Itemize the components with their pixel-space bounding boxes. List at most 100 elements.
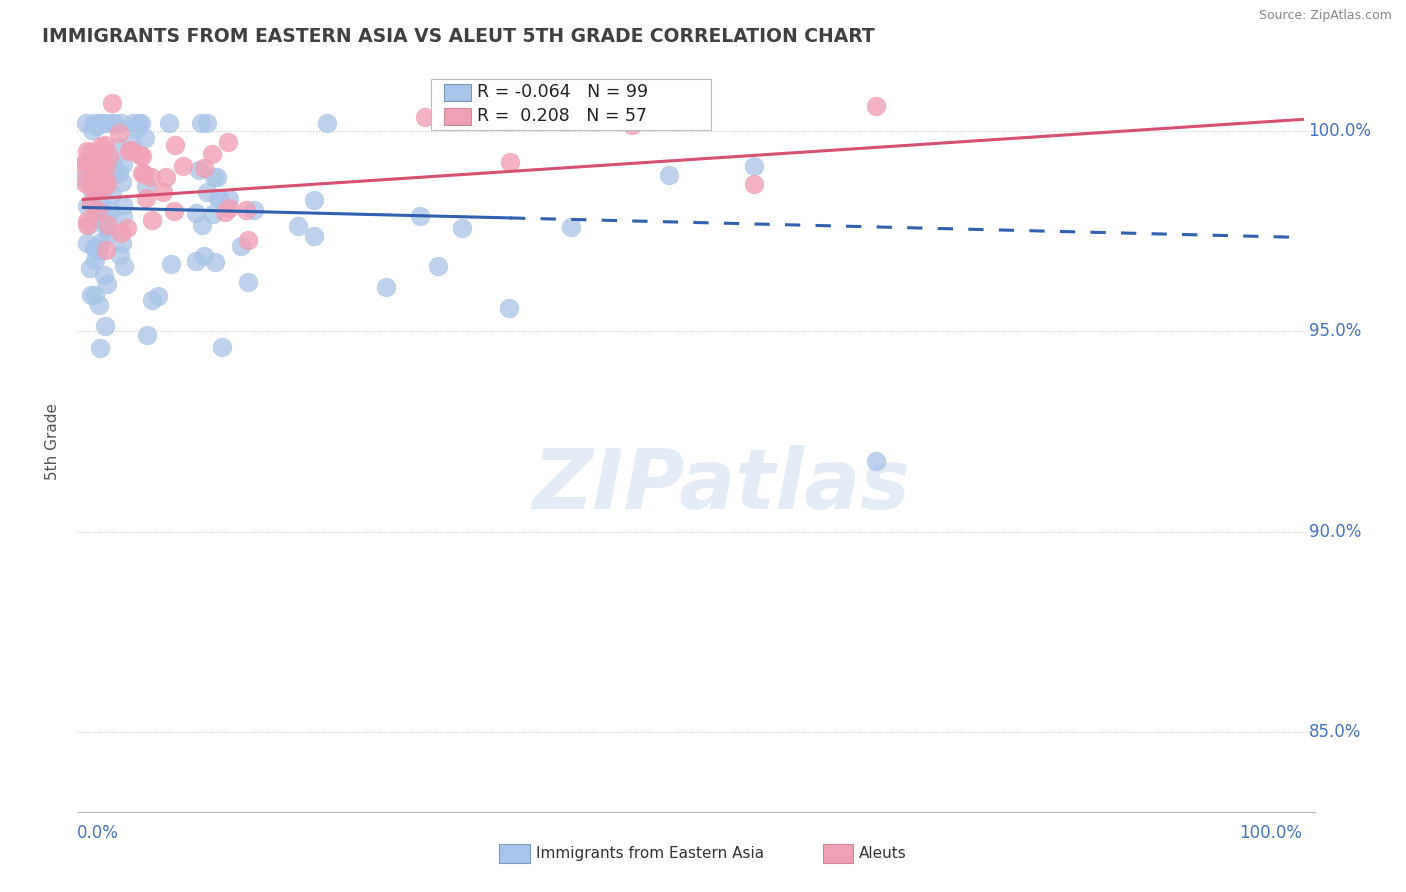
Point (94, 209, 117, 223)
Point (84, 162, 107, 177)
Point (87, 244, 110, 258)
Text: 95.0%: 95.0% (1309, 323, 1361, 341)
Point (76, 218, 98, 232)
Point (73, 176, 96, 190)
Point (184, 205, 207, 219)
Point (118, 145, 141, 159)
Point (120, 144, 142, 158)
Point (560, 220, 582, 235)
Point (211, 340, 233, 354)
Point (214, 204, 236, 219)
Point (315, 116, 337, 130)
FancyBboxPatch shape (430, 79, 711, 129)
Text: Source: ZipAtlas.com: Source: ZipAtlas.com (1258, 9, 1392, 22)
Point (134, 131, 156, 145)
Point (80, 178, 103, 192)
Point (103, 116, 125, 130)
Point (187, 163, 209, 178)
Point (93, 137, 115, 152)
Point (218, 192, 240, 206)
Point (128, 116, 150, 130)
Point (76, 236, 98, 251)
Text: Immigrants from Eastern Asia: Immigrants from Eastern Asia (536, 847, 763, 861)
Point (94, 243, 117, 257)
Point (82, 123, 104, 137)
Text: 90.0%: 90.0% (1309, 523, 1361, 541)
Point (93, 182, 115, 196)
Point (101, 164, 124, 178)
Point (83, 183, 105, 197)
Point (204, 255, 226, 269)
Point (87, 149, 110, 163)
Point (375, 279, 398, 293)
Point (98, 204, 121, 219)
Point (152, 186, 174, 200)
Point (132, 167, 155, 181)
Point (207, 191, 229, 205)
Point (89, 203, 111, 218)
Point (193, 249, 215, 263)
Point (97, 149, 120, 163)
Point (112, 157, 135, 171)
Point (193, 161, 215, 175)
Point (83, 242, 105, 256)
Point (409, 209, 432, 223)
Point (742, 177, 765, 191)
Point (129, 147, 152, 161)
Point (141, 213, 163, 227)
Point (163, 203, 186, 218)
Point (76, 199, 98, 213)
Point (110, 116, 132, 130)
Point (103, 157, 125, 171)
Text: IMMIGRANTS FROM EASTERN ASIA VS ALEUT 5TH GRADE CORRELATION CHART: IMMIGRANTS FROM EASTERN ASIA VS ALEUT 5T… (42, 27, 875, 45)
Point (89, 161, 111, 176)
Text: R =  0.208   N = 57: R = 0.208 N = 57 (477, 107, 647, 125)
Point (80, 196, 103, 211)
Point (117, 221, 139, 235)
Point (75, 172, 97, 186)
Point (111, 175, 134, 189)
Point (121, 136, 143, 150)
Text: 100.0%: 100.0% (1240, 823, 1302, 842)
Point (101, 186, 124, 201)
Point (657, 168, 679, 182)
Point (90, 116, 112, 130)
Point (125, 122, 148, 136)
Point (450, 221, 472, 235)
Point (111, 198, 134, 212)
Point (131, 149, 153, 163)
Text: R = -0.064   N = 99: R = -0.064 N = 99 (477, 83, 648, 101)
Point (86, 204, 108, 219)
Point (498, 301, 520, 315)
Point (83, 153, 105, 167)
Point (83, 116, 105, 130)
Point (84, 287, 107, 301)
Text: 85.0%: 85.0% (1309, 723, 1361, 740)
Point (111, 209, 134, 223)
Point (83, 240, 105, 254)
Point (426, 259, 449, 273)
Point (87, 297, 110, 311)
Point (91, 153, 114, 168)
Text: 5th Grade: 5th Grade (45, 403, 60, 480)
Point (218, 202, 240, 216)
Point (86, 174, 108, 188)
Point (79, 260, 101, 275)
Point (159, 116, 181, 130)
Point (155, 169, 177, 184)
Point (217, 136, 239, 150)
Point (131, 166, 153, 180)
Point (82, 179, 104, 194)
Point (499, 155, 522, 169)
Point (191, 218, 214, 232)
Point (107, 140, 129, 154)
Point (207, 191, 229, 205)
Point (195, 185, 218, 199)
Point (90, 161, 112, 176)
Point (141, 293, 163, 307)
Point (79, 219, 101, 233)
Point (100, 116, 122, 130)
Point (865, 454, 887, 468)
Bar (444, 84, 471, 101)
Point (160, 257, 183, 271)
